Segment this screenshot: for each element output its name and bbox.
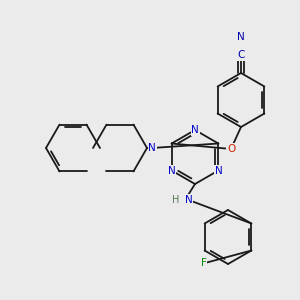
Text: N: N: [214, 166, 222, 176]
Text: F: F: [201, 258, 206, 268]
Text: H: H: [172, 195, 180, 205]
Text: C: C: [237, 50, 245, 60]
Text: N: N: [237, 32, 245, 42]
Text: O: O: [227, 144, 235, 154]
Text: N: N: [168, 166, 176, 176]
Text: N: N: [191, 125, 199, 135]
Text: N: N: [148, 143, 156, 153]
Text: N: N: [185, 195, 193, 205]
